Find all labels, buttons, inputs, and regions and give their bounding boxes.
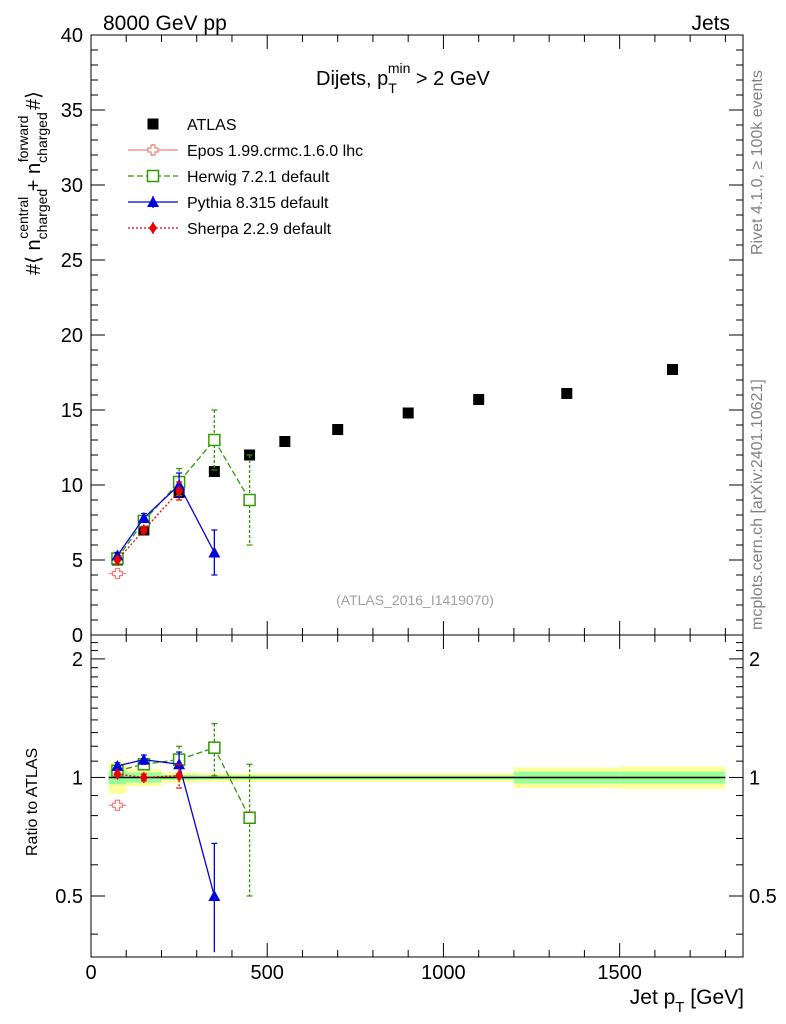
- ylabel-sub1: charged: [34, 189, 50, 240]
- xlabel-prefix: Jet p: [630, 986, 676, 1009]
- legend-epos-label: Epos 1.99.crmc.1.6.0 lhc: [187, 143, 363, 160]
- ratio-y-tick-label: 2: [72, 649, 83, 671]
- ratio-plot-panel: 0.5 0.5 1 1 2 2 0 500 1000 1500 Ratio to ATLAS Je…: [24, 634, 777, 1016]
- ratio-plot-marks: [108, 723, 726, 953]
- main-atlas-point: [402, 407, 414, 419]
- main-y-tick-label: 0: [72, 625, 83, 647]
- ratio-y-axis-label: Ratio to ATLAS: [24, 748, 41, 856]
- ratio-herwig-point: [243, 811, 256, 825]
- legend-pythia-label: Pythia 8.315 default: [187, 195, 329, 212]
- main-pythia-point: [208, 546, 221, 558]
- main-atlas-point: [208, 466, 220, 477]
- main-sherpa-point: [139, 524, 148, 536]
- ratio-plot-frame: [90, 634, 744, 958]
- ratio-herwig-point: [208, 741, 221, 754]
- plot-title: Dijets, pTmin > 2 GeV: [316, 60, 491, 96]
- legend: ATLAS Epos 1.99.crmc.1.6.0 lhc Herwig 7.2.…: [128, 117, 363, 238]
- x-tick-label: 1500: [597, 962, 642, 984]
- plot-title-prefix: Dijets, p: [316, 68, 388, 90]
- legend-sherpa-label: Sherpa 2.2.9 default: [187, 221, 332, 238]
- main-herwig-point: [243, 493, 256, 507]
- x-axis-label: Jet pT [GeV]: [630, 986, 744, 1016]
- ratio-pythia-point: [137, 753, 150, 765]
- legend-atlas-label: ATLAS: [187, 117, 237, 134]
- main-pythia-line: [116, 483, 215, 556]
- legend-herwig-label: Herwig 7.2.1 default: [187, 169, 330, 186]
- ylabel-sub2: charged: [34, 112, 50, 163]
- ratio-pythia-line: [117, 758, 215, 897]
- main-y-axis: 0 5 10 15 20 25 30 35 40: [61, 25, 743, 647]
- x-tick-label: 500: [251, 962, 284, 984]
- ratio-y-tick-label: 0.5: [55, 886, 83, 908]
- main-y-tick-label: 25: [61, 250, 83, 272]
- ylabel-sup2: forward: [15, 116, 31, 163]
- x-tick-label: 0: [85, 962, 96, 984]
- xlabel-suffix: [GeV]: [684, 986, 744, 1009]
- main-sherpa-point: [175, 485, 184, 497]
- main-plot-panel: 0 5 10 15 20 25 30 35 40 Dijets, pTmin > 2 GeV #…: [15, 25, 744, 647]
- rivet-version-label: Rivet 4.1.0, ≥ 100k events: [749, 70, 766, 255]
- ylabel-mid: + n: [23, 163, 45, 197]
- main-y-tick-label: 40: [61, 25, 83, 47]
- main-herwig-line: [116, 438, 251, 559]
- main-x-ticks: [90, 35, 726, 635]
- main-y-tick-label: 15: [61, 400, 83, 422]
- ratio-sherpa-point: [113, 768, 122, 781]
- ratio-y-tick-label-right: 0.5: [749, 886, 777, 908]
- main-pythia-point: [137, 512, 150, 523]
- xlabel-sub: T: [675, 999, 684, 1016]
- main-atlas-point: [473, 394, 485, 405]
- ratio-y-tick-label: 1: [72, 767, 83, 789]
- main-atlas-point: [332, 424, 344, 435]
- collision-label: 8000 GeV pp: [103, 12, 227, 35]
- ratio-y-tick-label-right: 1: [749, 767, 760, 789]
- ratio-sherpa-point: [139, 771, 148, 784]
- main-atlas-point: [561, 388, 573, 399]
- main-y-tick-label: 5: [72, 550, 83, 572]
- main-sherpa-line: [116, 490, 180, 561]
- legend-pythia-marker: [147, 196, 159, 207]
- ylabel-close: #⟩: [23, 91, 45, 115]
- ratio-axes: 0.5 0.5 1 1 2 2 0 500 1000 1500: [55, 635, 777, 984]
- plot-title-sup: min: [388, 60, 411, 76]
- main-atlas-point: [279, 436, 291, 447]
- main-herwig-point: [208, 433, 221, 447]
- ratio-herwig-line: [117, 746, 251, 819]
- main-y-tick-label: 30: [61, 175, 83, 197]
- legend-atlas-marker: [147, 118, 159, 130]
- main-atlas-point: [667, 364, 679, 375]
- main-y-axis-label: #⟨ nchargedcentral + nchargedforward #⟩: [15, 91, 50, 275]
- main-sherpa-point: [113, 554, 122, 566]
- category-label: Jets: [691, 12, 730, 35]
- plot-title-sub: T: [388, 80, 397, 96]
- main-y-tick-label: 20: [61, 325, 83, 347]
- ratio-y-tick-label-right: 2: [749, 649, 760, 671]
- plot-title-suffix: > 2 GeV: [410, 68, 490, 90]
- mcplots-url-label: mcplots.cern.ch [arXiv:2401.10621]: [749, 379, 766, 630]
- ratio-sherpa-line: [117, 773, 180, 779]
- legend-sherpa-marker: [149, 222, 157, 234]
- ratio-pythia-point: [208, 889, 221, 901]
- ylabel-sup1: central: [15, 197, 31, 239]
- ratio-pythia-point: [111, 759, 124, 771]
- main-epos-point: [111, 567, 124, 580]
- main-y-tick-label: 10: [61, 475, 83, 497]
- main-plot-marks: [108, 364, 679, 580]
- legend-herwig-marker: [146, 169, 160, 183]
- main-y-tick-label: 35: [61, 100, 83, 122]
- ylabel-open: #⟨ n: [23, 239, 45, 275]
- x-tick-label: 1000: [421, 962, 466, 984]
- legend-epos-marker: [147, 144, 159, 156]
- analysis-watermark: (ATLAS_2016_I1419070): [336, 592, 494, 608]
- ratio-sherpa-point: [175, 769, 184, 782]
- ratio-epos-point: [111, 799, 124, 811]
- main-pythia-point: [173, 479, 186, 490]
